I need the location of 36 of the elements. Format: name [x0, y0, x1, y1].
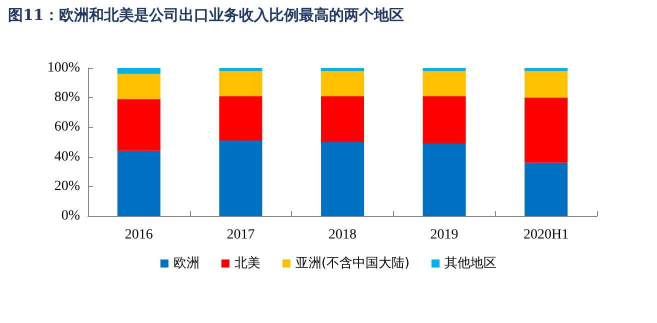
- bar: [219, 96, 262, 141]
- x-tick-label: 2018: [328, 228, 356, 242]
- bar: [524, 68, 568, 71]
- x-tick-label: 2017: [226, 228, 255, 242]
- bar: [422, 68, 466, 71]
- legend-label: 北美: [234, 255, 260, 271]
- x-tick-label: 2016: [124, 228, 153, 242]
- bar: [219, 70, 262, 96]
- bar: [422, 70, 466, 96]
- legend-label: 其他地区: [444, 256, 497, 271]
- y-tick-label: 20%: [54, 178, 80, 194]
- bar: [117, 99, 160, 151]
- y-tick-label: 80%: [54, 90, 80, 106]
- y-tick-label: 100%: [47, 60, 80, 76]
- x-tick-label: 2019: [430, 228, 458, 242]
- bar: [422, 143, 466, 216]
- bar: [321, 70, 364, 96]
- legend-label: 亚洲(不含中国大陆): [295, 256, 410, 271]
- legend-label: 欧洲: [173, 256, 200, 271]
- bar: [117, 68, 160, 74]
- bar: [321, 142, 364, 216]
- bar: [524, 70, 568, 98]
- bar: [219, 68, 262, 71]
- bar: [117, 150, 160, 216]
- chart-title: 图11：欧洲和北美是公司出口业务收入比例最高的两个地区: [8, 6, 404, 25]
- x-tick-label: 2020H1: [524, 228, 569, 242]
- bar: [321, 96, 364, 142]
- bar: [422, 96, 466, 144]
- bar: [219, 140, 262, 216]
- bar: [117, 74, 160, 100]
- bar: [524, 162, 568, 216]
- y-tick-label: 60%: [54, 120, 80, 135]
- y-tick-label: 40%: [54, 149, 80, 164]
- bar: [321, 68, 364, 71]
- y-tick-label: 0%: [61, 208, 80, 224]
- bar: [524, 98, 568, 163]
